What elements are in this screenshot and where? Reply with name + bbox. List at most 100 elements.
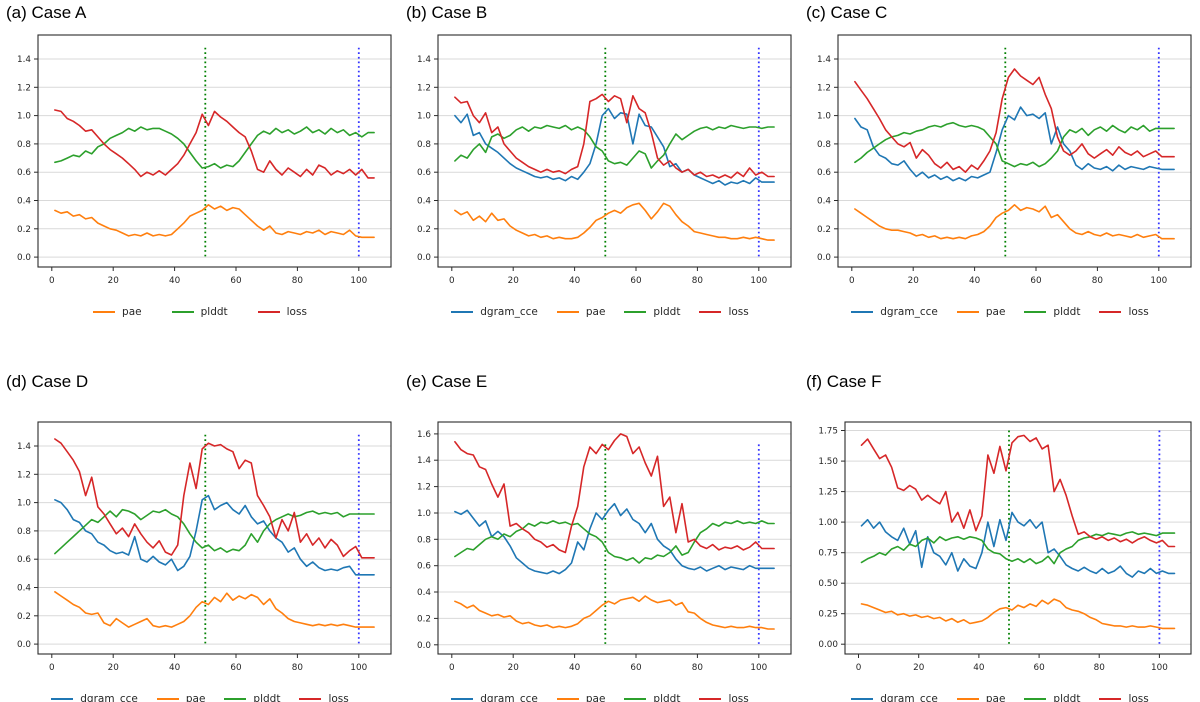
y-tick-label: 0.4 [817, 197, 831, 207]
legend-label-plddt: plddt [200, 306, 228, 318]
legend-line-swatch-pae [93, 311, 116, 313]
y-tick-label: 1.2 [417, 483, 431, 493]
series-dgram_cce-line [854, 106, 1175, 182]
chart-svg-e: 0.0 0.2 0.4 0.6 0.8 1.0 1.2 1.4 1.6 0 20 40 60 80 100 [417, 421, 792, 673]
y-tick-label: 0.2 [17, 225, 31, 235]
y-tick-label: 0.8 [417, 535, 431, 545]
y-tick-label: 1.0 [817, 112, 831, 122]
y-tick-label: 1.4 [17, 442, 31, 452]
chart-svg-a: 0.0 0.2 0.4 0.6 0.8 1.0 1.2 1.4 0 20 40 60 80 100 [17, 34, 392, 286]
y-tick-label: 0.6 [17, 555, 31, 565]
series-pae-line [454, 202, 775, 241]
plot-frame [837, 34, 1192, 268]
legend-item-plddt: plddt [1024, 693, 1080, 702]
chart-panel-c: (c) Case C 0.0 0.2 0.4 0.6 0.8 1.0 1.2 1.4 0 20 40… [800, 0, 1200, 351]
legend-item-loss: loss [1099, 693, 1149, 702]
x-tick-label: 80 [1094, 663, 1106, 673]
chart-title-f: (f) Case F [806, 372, 882, 391]
x-tick-label: 60 [630, 276, 642, 286]
series-loss-line [54, 438, 375, 559]
legend-line-swatch-plddt [1024, 311, 1047, 313]
legend-item-plddt: plddt [624, 693, 680, 702]
y-tick-label: 0.2 [417, 614, 431, 624]
y-tick-label: 0.6 [417, 168, 431, 178]
legend-line-swatch-plddt [171, 311, 194, 313]
y-tick-label: 1.4 [817, 55, 831, 65]
series-plddt-line [854, 121, 1175, 168]
chart-svg-f: 0.00 0.25 0.50 0.75 1.00 1.25 1.50 1.75 0 20 40 60 8… [818, 421, 1192, 673]
legend-line-swatch-loss [699, 698, 722, 700]
plot-container-a: 0.0 0.2 0.4 0.6 0.8 1.0 1.2 1.4 0 20 40 60 80 100 [0, 27, 400, 299]
legend-item-loss: loss [1099, 306, 1149, 318]
series-plddt-line [454, 520, 775, 564]
legend-line-swatch-plddt [624, 698, 647, 700]
legend-item-dgram_cce: dgram_cce [451, 693, 538, 702]
series-dgram_cce-line [860, 511, 1176, 578]
series-pae-line [860, 598, 1176, 630]
x-tick-label: 80 [292, 663, 304, 673]
y-tick-label: 1.2 [417, 83, 431, 93]
chart-panel-e: (e) Case E 0.0 0.2 0.4 0.6 0.8 1.0 1.2 1.4 1.6 0 2… [400, 351, 800, 702]
plot-frame [37, 34, 392, 268]
y-tick-label: 0.2 [417, 225, 431, 235]
chart-title-e: (e) Case E [406, 372, 488, 391]
legend-line-swatch-loss [699, 311, 722, 313]
y-tick-label: 1.25 [818, 488, 838, 498]
legend-line-swatch-loss [1099, 311, 1122, 313]
chart-svg-d: 0.0 0.2 0.4 0.6 0.8 1.0 1.2 1.4 0 20 40 60 80 100 [17, 421, 392, 673]
y-tick-label: 0.0 [17, 253, 31, 263]
legend-item-dgram_cce: dgram_cce [851, 693, 938, 702]
chart-panel-b: (b) Case B 0.0 0.2 0.4 0.6 0.8 1.0 1.2 1.4 0 20 40… [400, 0, 800, 351]
legend-label-pae: pae [985, 693, 1006, 702]
x-tick-label: 20 [508, 663, 520, 673]
y-tick-label: 0.0 [17, 640, 31, 650]
legend-item-pae: pae [556, 693, 605, 702]
legend-label-plddt: plddt [653, 693, 681, 702]
x-tick-label: 40 [169, 276, 181, 286]
x-tick-label: 40 [569, 276, 581, 286]
plot-frame [37, 421, 392, 655]
y-tick-label: 0.50 [818, 579, 838, 589]
legend-label-plddt: plddt [1053, 306, 1081, 318]
series-dgram_cce-line [454, 107, 775, 186]
series-loss-line [854, 68, 1175, 173]
legend-label-dgram_cce: dgram_cce [80, 693, 138, 702]
x-tick-label: 0 [49, 663, 55, 673]
y-tick-label: 1.50 [818, 457, 838, 467]
x-tick-label: 0 [849, 276, 855, 286]
y-tick-label: 1.4 [417, 456, 431, 466]
y-tick-label: 0.0 [817, 253, 831, 263]
y-tick-label: 0.2 [817, 225, 831, 235]
legend-label-loss: loss [728, 693, 749, 702]
chart-svg-c: 0.0 0.2 0.4 0.6 0.8 1.0 1.2 1.4 0 20 40 60 80 100 [817, 34, 1192, 286]
series-dgram_cce-line [454, 502, 775, 575]
legend-label-loss: loss [728, 306, 749, 318]
legend-item-pae: pae [956, 693, 1006, 702]
legend-line-swatch-pae [556, 311, 579, 313]
legend-item-pae: pae [156, 693, 205, 702]
series-dgram_cce-line [54, 494, 375, 576]
legend-item-plddt: plddt [171, 306, 228, 318]
x-tick-label: 20 [108, 276, 120, 286]
legend-line-swatch-plddt [624, 311, 647, 313]
legend-item-loss: loss [257, 306, 307, 318]
legend-item-dgram_cce: dgram_cce [851, 306, 938, 318]
x-tick-label: 100 [750, 663, 767, 673]
plot-container-d: 0.0 0.2 0.4 0.6 0.8 1.0 1.2 1.4 0 20 40 60 80 100 [0, 414, 400, 686]
x-tick-label: 0 [449, 276, 455, 286]
x-tick-label: 80 [1092, 276, 1104, 286]
legend-label-plddt: plddt [1053, 693, 1081, 702]
legend-label-loss: loss [328, 693, 349, 702]
legend-label-plddt: plddt [653, 306, 681, 318]
plot-container-f: 0.00 0.25 0.50 0.75 1.00 1.25 1.50 1.75 0 20 40 60 8… [800, 414, 1200, 686]
y-tick-label: 1.6 [417, 430, 431, 440]
chart-panel-d: (d) Case D 0.0 0.2 0.4 0.6 0.8 1.0 1.2 1.4 0 20 40… [0, 351, 400, 702]
legend-line-swatch-pae [956, 311, 979, 313]
y-tick-label: 0.4 [417, 197, 431, 207]
x-tick-label: 0 [856, 663, 862, 673]
legend-label-loss: loss [1128, 693, 1149, 702]
y-tick-label: 1.0 [417, 509, 431, 519]
x-tick-label: 60 [230, 276, 242, 286]
y-tick-label: 0.75 [818, 549, 838, 559]
